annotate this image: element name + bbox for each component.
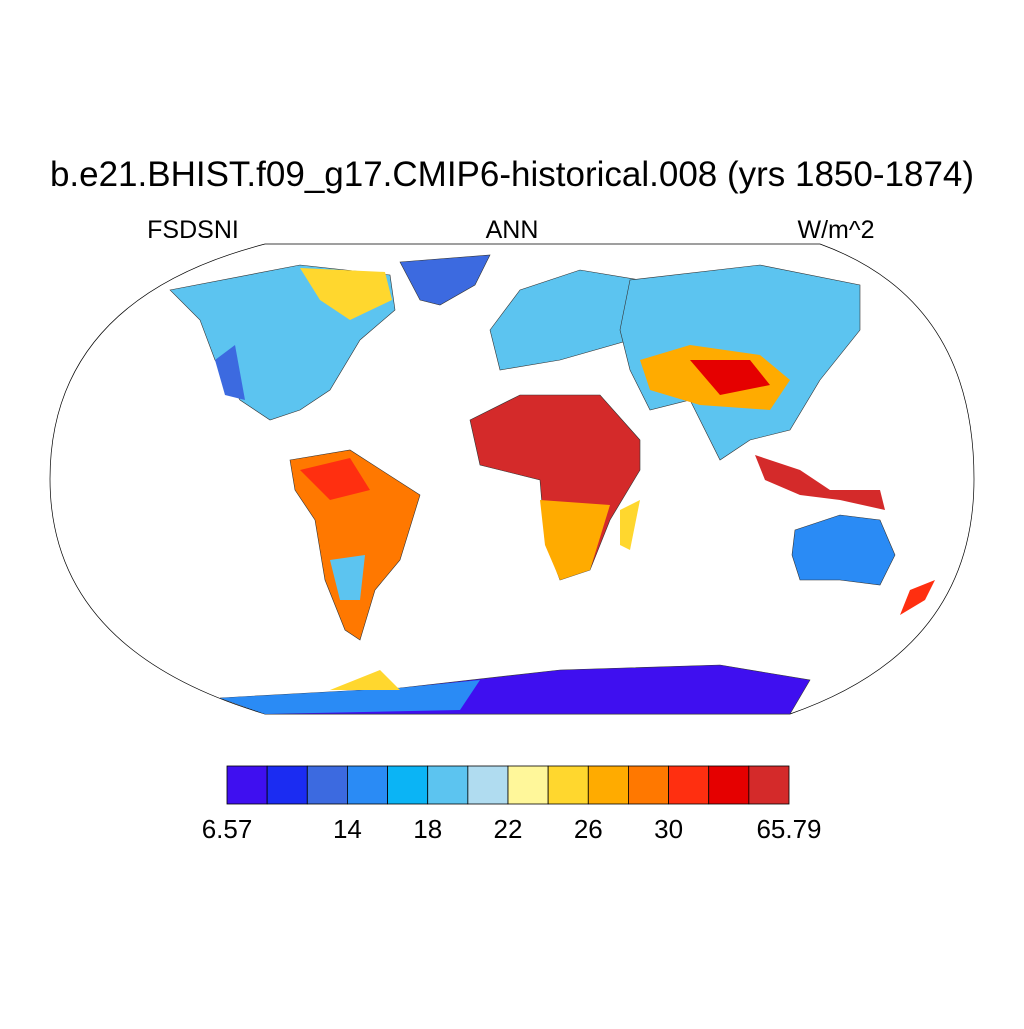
colorbar-label: 22 — [494, 814, 523, 844]
land — [289, 449, 421, 641]
land — [300, 268, 392, 320]
land — [399, 254, 491, 306]
colorbar-box — [226, 765, 268, 805]
colorbar-box — [387, 765, 429, 805]
colorbar-label: 30 — [654, 814, 683, 844]
title: b.e21.BHIST.f09_g17.CMIP6-historical.008… — [50, 155, 974, 194]
land — [690, 360, 770, 395]
colorbar: 6.57 14 18 22 26 30 65.79 — [202, 765, 822, 844]
land — [215, 345, 245, 400]
colorbar-box — [708, 765, 750, 805]
colorbar-box — [467, 765, 509, 805]
land — [900, 580, 935, 615]
left-string: FSDSNI — [147, 216, 239, 244]
map — [49, 243, 975, 715]
colorbar-label: 65.79 — [756, 814, 821, 844]
colorbar-box — [427, 765, 469, 805]
land — [540, 500, 610, 580]
land — [330, 670, 400, 690]
land — [300, 458, 370, 500]
land — [791, 514, 896, 586]
colorbar-label: 14 — [333, 814, 362, 844]
colorbar-box — [507, 765, 549, 805]
colorbar-box — [587, 765, 629, 805]
center-string: ANN — [486, 216, 539, 244]
colorbar-label: 18 — [413, 814, 442, 844]
colorbar-label: 6.57 — [202, 814, 253, 844]
right-string: W/m^2 — [797, 216, 874, 244]
colorbar-label: 26 — [574, 814, 603, 844]
colorbar-box — [668, 765, 710, 805]
colorbar-box — [628, 765, 669, 805]
land — [330, 555, 365, 600]
land — [220, 680, 480, 714]
colorbar-box — [306, 765, 348, 805]
land — [620, 500, 640, 550]
colorbar-box — [347, 765, 388, 805]
colorbar-box — [266, 765, 308, 805]
land — [755, 455, 885, 510]
colorbar-box — [748, 765, 790, 805]
colorbar-box — [547, 765, 589, 805]
